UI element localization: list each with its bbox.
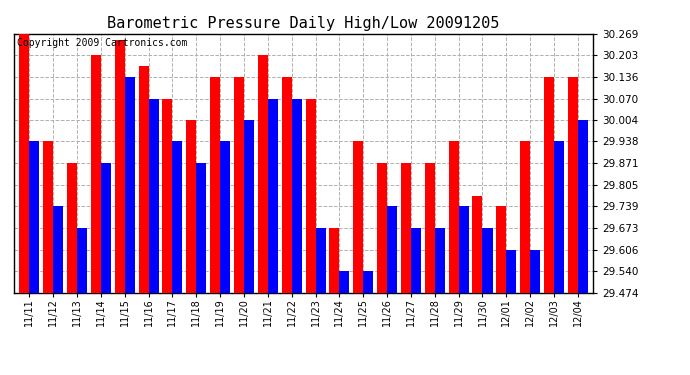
- Bar: [268, 99, 278, 292]
- Bar: [234, 77, 244, 292]
- Bar: [401, 163, 411, 292]
- Bar: [520, 141, 530, 292]
- Bar: [473, 196, 482, 292]
- Bar: [377, 163, 387, 292]
- Bar: [53, 206, 63, 292]
- Bar: [282, 77, 292, 292]
- Bar: [496, 206, 506, 292]
- Bar: [363, 271, 373, 292]
- Bar: [425, 163, 435, 292]
- Bar: [482, 228, 493, 292]
- Bar: [148, 99, 159, 292]
- Bar: [554, 141, 564, 292]
- Bar: [210, 77, 220, 292]
- Bar: [506, 249, 516, 292]
- Bar: [353, 141, 363, 292]
- Bar: [91, 55, 101, 292]
- Bar: [43, 141, 53, 292]
- Bar: [387, 206, 397, 292]
- Bar: [258, 55, 268, 292]
- Bar: [448, 141, 459, 292]
- Bar: [101, 163, 111, 292]
- Bar: [544, 77, 554, 292]
- Bar: [244, 120, 254, 292]
- Bar: [162, 99, 172, 292]
- Text: Copyright 2009 Cartronics.com: Copyright 2009 Cartronics.com: [17, 38, 187, 48]
- Bar: [186, 120, 196, 292]
- Bar: [125, 77, 135, 292]
- Bar: [315, 228, 326, 292]
- Bar: [77, 228, 87, 292]
- Bar: [568, 77, 578, 292]
- Bar: [19, 34, 29, 292]
- Bar: [29, 141, 39, 292]
- Bar: [435, 228, 445, 292]
- Bar: [411, 228, 421, 292]
- Title: Barometric Pressure Daily High/Low 20091205: Barometric Pressure Daily High/Low 20091…: [108, 16, 500, 31]
- Bar: [339, 271, 349, 292]
- Bar: [292, 99, 302, 292]
- Bar: [172, 141, 182, 292]
- Bar: [67, 163, 77, 292]
- Bar: [329, 228, 339, 292]
- Bar: [459, 206, 469, 292]
- Bar: [196, 163, 206, 292]
- Bar: [115, 40, 125, 292]
- Bar: [220, 141, 230, 292]
- Bar: [306, 99, 315, 292]
- Bar: [139, 66, 148, 292]
- Bar: [578, 120, 588, 292]
- Bar: [530, 249, 540, 292]
